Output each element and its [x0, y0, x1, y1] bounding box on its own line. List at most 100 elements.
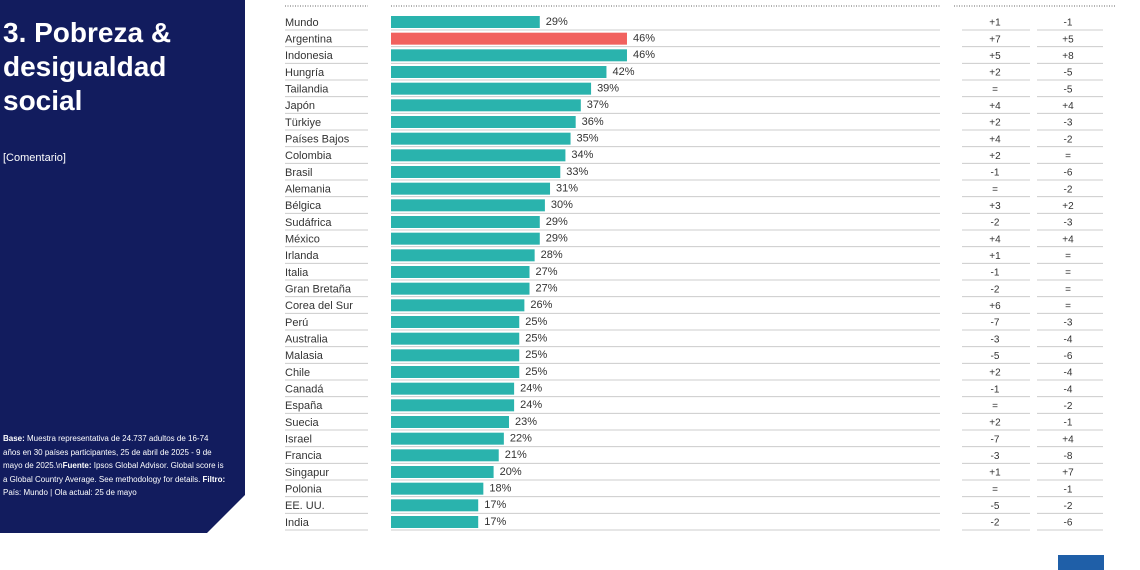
change-value: -5	[991, 501, 1000, 512]
change-value: -4	[1064, 368, 1073, 379]
category-label: Alemania	[285, 184, 332, 196]
bar	[391, 449, 499, 462]
category-label: España	[285, 400, 323, 412]
bar	[391, 49, 627, 62]
bar	[391, 366, 520, 378]
value-label: 35%	[577, 133, 599, 145]
value-label: 46%	[633, 49, 655, 61]
change-value: -4	[1064, 384, 1073, 395]
value-label: 37%	[587, 99, 609, 111]
value-label: 20%	[500, 466, 522, 478]
category-label: Irlanda	[285, 250, 320, 262]
category-label: Gran Bretaña	[285, 284, 352, 296]
value-label: 17%	[484, 516, 506, 528]
value-label: 24%	[520, 399, 542, 411]
change-value: +2	[989, 368, 1001, 379]
category-label: Indonesia	[285, 50, 334, 62]
change-value: +4	[1062, 101, 1074, 112]
value-label: 24%	[520, 383, 542, 395]
bar	[391, 382, 515, 395]
value-label: 25%	[525, 316, 547, 328]
category-label: Argentina	[285, 34, 333, 46]
change-value: -6	[1064, 168, 1073, 179]
change-value: +2	[989, 118, 1001, 129]
change-value: +2	[989, 418, 1001, 429]
plot: Mundo 29% +1 -1 Argentina 46% +7 +5 Indonesia 46%…	[285, 16, 1103, 531]
value-label: 39%	[597, 83, 619, 95]
value-label: 36%	[582, 116, 604, 128]
value-label: 27%	[536, 266, 558, 278]
value-label: 34%	[571, 149, 593, 161]
change-value: +2	[989, 151, 1001, 162]
category-label: Brasil	[285, 167, 313, 179]
footnote-part: Fuente:	[62, 461, 92, 470]
bar	[391, 499, 479, 512]
value-label: 27%	[536, 283, 558, 295]
change-value: =	[992, 84, 998, 95]
value-label: 18%	[489, 483, 511, 495]
bar	[391, 332, 520, 345]
bar	[391, 349, 520, 362]
change-value: -2	[1064, 401, 1073, 412]
change-value: -1	[1064, 18, 1073, 29]
category-label: Hungría	[285, 67, 325, 79]
category-label: Canadá	[285, 384, 324, 396]
bar	[391, 432, 504, 445]
bar	[391, 16, 540, 28]
bar	[391, 199, 545, 212]
bar	[391, 216, 540, 228]
change-value: -1	[1064, 418, 1073, 429]
value-label: 25%	[525, 333, 547, 345]
change-value: -3	[1064, 218, 1073, 229]
change-value: -5	[1064, 84, 1073, 95]
change-value: -3	[1064, 118, 1073, 129]
change-value: +5	[1062, 34, 1074, 45]
change-value: -2	[1064, 134, 1073, 145]
change-value: =	[1065, 301, 1071, 312]
category-label: Tailandia	[285, 84, 329, 96]
comment: [Comentario]	[3, 152, 66, 164]
category-label: Polonia	[285, 484, 323, 496]
category-label: Israel	[285, 434, 312, 446]
category-label: Australia	[285, 334, 329, 346]
change-value: -1	[991, 384, 1000, 395]
change-value: +1	[989, 468, 1001, 479]
bar	[391, 132, 571, 145]
bar	[391, 99, 581, 112]
change-value: =	[1065, 251, 1071, 262]
change-value: =	[992, 401, 998, 412]
change-value: +7	[1062, 468, 1074, 479]
change-value: -2	[991, 518, 1000, 529]
change-value: -2	[1064, 184, 1073, 195]
bar	[391, 466, 494, 478]
bar	[391, 516, 479, 528]
category-label: India	[285, 517, 310, 529]
change-value: -3	[1064, 318, 1073, 329]
value-label: 22%	[510, 433, 532, 445]
value-label: 25%	[525, 366, 547, 378]
category-label: Bélgica	[285, 200, 322, 212]
change-value: +1	[989, 251, 1001, 262]
footnote-part: Muestra representativa de 24.737 adultos…	[3, 434, 212, 470]
change-value: -5	[1064, 68, 1073, 79]
bar	[391, 482, 484, 495]
value-label: 25%	[525, 349, 547, 361]
change-value: -1	[991, 168, 1000, 179]
change-value: -7	[991, 434, 1000, 445]
category-label: Sudáfrica	[285, 217, 332, 229]
value-label: 33%	[566, 166, 588, 178]
category-label: Italia	[285, 267, 309, 279]
bar	[391, 182, 551, 195]
change-value: +4	[989, 101, 1001, 112]
change-value: +7	[989, 34, 1001, 45]
change-value: -5	[991, 351, 1000, 362]
change-value: -1	[991, 268, 1000, 279]
value-label: 30%	[551, 199, 573, 211]
change-value: =	[1065, 268, 1071, 279]
category-label: Mundo	[285, 17, 319, 29]
category-label: EE. UU.	[285, 500, 325, 512]
category-label: Türkiye	[285, 117, 321, 129]
value-label: 26%	[530, 299, 552, 311]
bar	[391, 32, 627, 45]
